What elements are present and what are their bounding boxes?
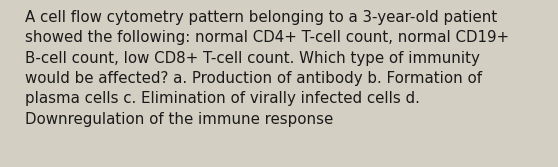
Text: A cell flow cytometry pattern belonging to a 3-year-old patient
showed the follo: A cell flow cytometry pattern belonging … — [25, 10, 509, 127]
